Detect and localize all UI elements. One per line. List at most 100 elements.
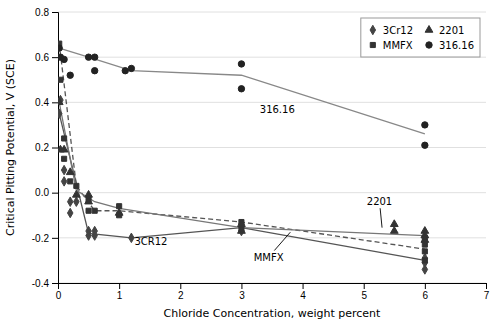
point: [390, 220, 398, 227]
point: [60, 145, 68, 152]
x-tick-mark: [303, 283, 304, 289]
y-tick: 0.8: [35, 7, 58, 18]
point: [115, 209, 123, 216]
x-tick: 5: [361, 283, 367, 301]
annotation: MMFX: [254, 252, 284, 263]
point: [129, 233, 134, 242]
x-tick-label: 0: [56, 290, 62, 301]
grid-line: [58, 12, 486, 13]
grid: [58, 12, 486, 283]
point: [390, 227, 398, 234]
x-tick-mark: [364, 283, 365, 289]
x-tick: 4: [300, 283, 306, 301]
point: [422, 253, 427, 262]
y-tick-mark: [52, 238, 58, 239]
point: [58, 45, 62, 51]
point: [61, 177, 66, 186]
trend-line: [59, 114, 425, 261]
x-tick-label: 2: [178, 290, 184, 301]
y-tick-mark: [52, 193, 58, 194]
y-axis: -0.4 -0.2 0.0 0.2 0.4 0.6 0.8: [32, 7, 59, 289]
point: [62, 156, 67, 161]
point: [122, 68, 128, 74]
point: [61, 165, 66, 174]
y-tick-label: -0.2: [32, 233, 50, 244]
x-tick-mark: [486, 283, 487, 289]
legend-label: 3Cr12: [383, 25, 413, 36]
annotations: 3CR12 MMFX 2201 316.16: [134, 104, 392, 263]
y-tick-mark: [52, 57, 58, 58]
point: [67, 197, 72, 206]
point: [86, 231, 91, 240]
point: [74, 197, 79, 206]
y-tick-label: 0.6: [35, 52, 49, 63]
legend-marker: [425, 26, 433, 33]
x-axis-line: [59, 284, 487, 290]
point: [422, 258, 427, 263]
x-tick-mark: [425, 283, 426, 289]
legend-marker: [370, 42, 375, 47]
point: [72, 190, 80, 197]
legend-marker: [426, 42, 432, 48]
y-tick-label: 0.8: [35, 7, 49, 18]
scatter-series: [58, 45, 428, 148]
x-tick: 0: [56, 283, 62, 301]
scatter-series: [58, 98, 429, 242]
legend-label: 2201: [439, 25, 464, 36]
point: [422, 249, 427, 254]
chart: 0 1 2 3 4 5 6 7 -0.4 -0.2 0.0 0.2 0.4 0.6 0.8 Chloride …: [0, 0, 500, 323]
x-tick-label: 6: [423, 290, 429, 301]
x-tick-label: 4: [300, 290, 306, 301]
y-tick-label: 0.4: [35, 97, 49, 108]
annotation: 2201: [367, 196, 392, 207]
y-axis-line: [52, 13, 59, 284]
trend-line: [59, 102, 425, 235]
x-tick: 7: [484, 283, 490, 301]
y-tick: 0.6: [35, 52, 58, 63]
legend-item: 2201: [425, 25, 464, 36]
y-tick-label: 0.2: [35, 142, 49, 153]
point: [68, 179, 73, 184]
point: [85, 190, 93, 197]
point: [58, 98, 63, 105]
y-tick-label: -0.4: [32, 278, 50, 289]
point: [238, 227, 246, 234]
x-tick-label: 1: [117, 290, 123, 301]
legend-marker: [370, 25, 375, 34]
point: [422, 142, 428, 148]
y-tick-mark: [52, 283, 58, 284]
y-axis-title: Critical Pitting Potential, V (SCE): [4, 59, 17, 236]
point: [74, 183, 79, 188]
y-tick-mark: [52, 102, 58, 103]
y-tick: -0.2: [32, 233, 58, 244]
annotation: 3CR12: [134, 236, 167, 247]
annotation: 316.16: [260, 104, 295, 115]
x-tick: 3: [239, 283, 245, 301]
point: [67, 72, 73, 78]
point: [421, 236, 429, 243]
x-tick-mark: [119, 283, 120, 289]
x-tick-label: 5: [361, 290, 367, 301]
scatter-series: [58, 41, 427, 263]
point: [128, 65, 134, 71]
point: [92, 208, 97, 213]
point: [58, 77, 63, 82]
y-tick-label: 0.0: [35, 187, 49, 198]
x-tick-label: 3: [239, 290, 245, 301]
point: [61, 56, 67, 62]
legend-label: 316.16: [439, 40, 474, 51]
point: [62, 136, 67, 141]
point: [85, 54, 91, 60]
x-axis-title: Chloride Concentration, weight percent: [164, 307, 381, 320]
y-tick-mark: [52, 12, 58, 13]
x-tick: 6: [423, 283, 429, 301]
point: [422, 265, 427, 274]
point: [238, 220, 246, 227]
trend-line: [59, 44, 425, 250]
x-tick-label: 7: [484, 290, 490, 301]
point: [67, 208, 72, 217]
scatter-series: [58, 95, 428, 274]
x-axis: 0 1 2 3 4 5 6 7: [56, 283, 490, 301]
x-tick-mark: [241, 283, 242, 289]
point: [66, 168, 74, 175]
